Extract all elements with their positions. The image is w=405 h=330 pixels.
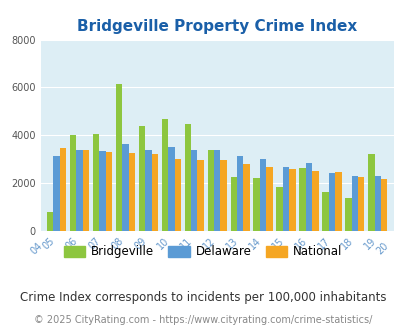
- Bar: [213, 150, 220, 231]
- Bar: [76, 150, 83, 231]
- Bar: [243, 164, 249, 231]
- Bar: [259, 159, 266, 231]
- Bar: [282, 167, 288, 231]
- Bar: [197, 160, 203, 231]
- Bar: [70, 135, 76, 231]
- Bar: [122, 145, 128, 231]
- Bar: [53, 156, 60, 231]
- Bar: [93, 134, 99, 231]
- Title: Bridgeville Property Crime Index: Bridgeville Property Crime Index: [77, 19, 356, 34]
- Bar: [139, 126, 145, 231]
- Bar: [145, 150, 151, 231]
- Bar: [328, 173, 334, 231]
- Bar: [60, 148, 66, 231]
- Bar: [266, 167, 272, 231]
- Text: © 2025 CityRating.com - https://www.cityrating.com/crime-statistics/: © 2025 CityRating.com - https://www.city…: [34, 315, 371, 325]
- Bar: [105, 152, 112, 231]
- Bar: [128, 153, 135, 231]
- Bar: [351, 176, 357, 231]
- Text: 20: 20: [374, 240, 390, 256]
- Bar: [305, 163, 311, 231]
- Bar: [207, 150, 213, 231]
- Bar: [47, 212, 53, 231]
- Bar: [380, 179, 386, 231]
- Bar: [276, 187, 282, 231]
- Bar: [230, 177, 237, 231]
- Text: Crime Index corresponds to incidents per 100,000 inhabitants: Crime Index corresponds to incidents per…: [20, 290, 385, 304]
- Bar: [220, 160, 226, 231]
- Bar: [374, 177, 380, 231]
- Bar: [237, 156, 243, 231]
- Bar: [322, 192, 328, 231]
- Bar: [99, 151, 105, 231]
- Bar: [161, 119, 168, 231]
- Text: 04: 04: [28, 240, 44, 256]
- Legend: Bridgeville, Delaware, National: Bridgeville, Delaware, National: [59, 241, 346, 263]
- Bar: [174, 158, 181, 231]
- Bar: [115, 84, 122, 231]
- Bar: [184, 124, 191, 231]
- Bar: [367, 154, 374, 231]
- Bar: [253, 178, 259, 231]
- Bar: [311, 171, 318, 231]
- Bar: [298, 168, 305, 231]
- Bar: [334, 172, 341, 231]
- Bar: [344, 198, 351, 231]
- Bar: [288, 169, 295, 231]
- Bar: [83, 150, 89, 231]
- Bar: [191, 150, 197, 231]
- Bar: [357, 177, 364, 231]
- Bar: [151, 154, 158, 231]
- Bar: [168, 147, 174, 231]
